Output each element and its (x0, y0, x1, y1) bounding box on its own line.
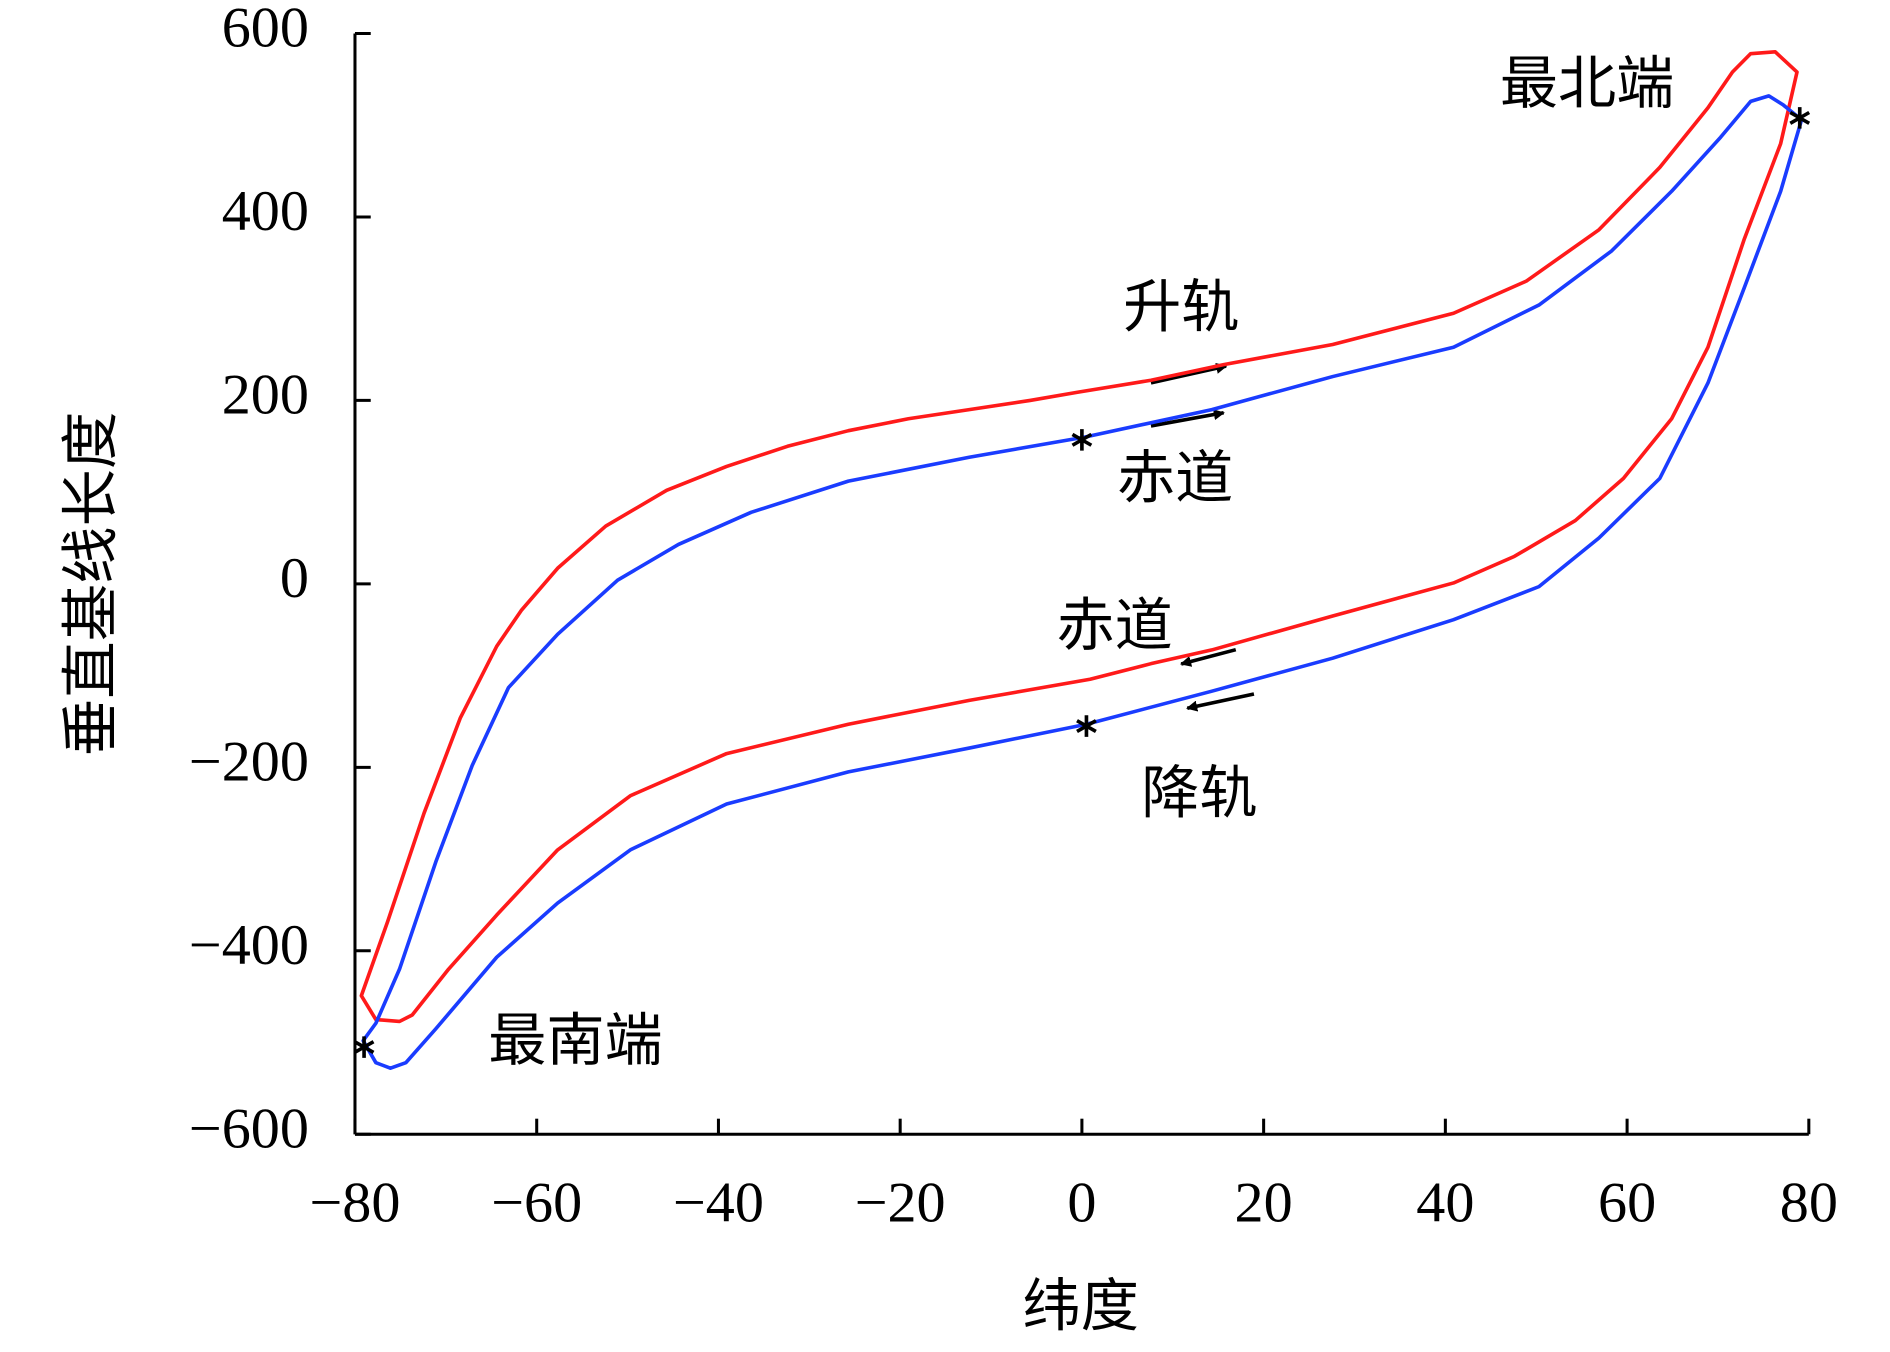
annotation: 赤道 (1056, 594, 1172, 658)
x-tick-label: −20 (855, 1171, 946, 1235)
y-tick-label: 200 (222, 363, 309, 427)
x-tick-label: −60 (491, 1171, 582, 1235)
arrow (1150, 366, 1226, 385)
marker (1789, 107, 1811, 129)
line (361, 94, 1804, 1070)
annotation: 最北端 (1500, 52, 1674, 116)
y-tick-label: −400 (189, 913, 309, 977)
marker (1076, 715, 1097, 737)
x-tick-label: −40 (673, 1171, 764, 1235)
arrow (1150, 413, 1224, 428)
y-tick-label: −600 (189, 1097, 309, 1161)
annotation: 降轨 (1141, 762, 1257, 826)
y-tick-label: 0 (280, 546, 309, 610)
marker (1071, 429, 1093, 451)
x-axis-label: 纬度 (1023, 1275, 1139, 1339)
annotation: 赤道 (1117, 447, 1233, 511)
annotation: 最南端 (488, 1009, 662, 1073)
x-tick-label: 80 (1780, 1171, 1838, 1235)
y-tick-label: 600 (222, 0, 309, 60)
annotation: 升轨 (1123, 276, 1239, 340)
x-tick-label: −80 (310, 1171, 401, 1235)
line (359, 50, 1799, 1024)
y-tick-label: 400 (222, 179, 309, 243)
x-tick-label: 0 (1067, 1171, 1096, 1235)
y-axis-label: 垂直基线长度 (59, 412, 123, 757)
arrows (1150, 366, 1255, 708)
marker (353, 1036, 375, 1058)
y-tick-label: −200 (189, 730, 309, 794)
x-tick-label: 40 (1416, 1171, 1474, 1235)
arrow (1187, 692, 1255, 708)
x-tick-label: 20 (1235, 1171, 1293, 1235)
arrow (1181, 647, 1237, 664)
x-tick-label: 60 (1598, 1171, 1656, 1235)
